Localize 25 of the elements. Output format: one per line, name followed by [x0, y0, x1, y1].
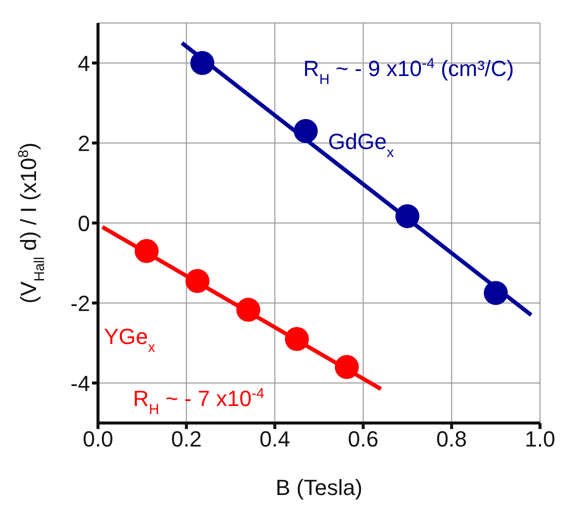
- y-tick-label: 0: [78, 210, 90, 236]
- annotation: R$_{H}$ ~ - 7 x10$^{-4}$: [133, 386, 264, 418]
- annotation: YGe$_{x}$: [104, 324, 156, 356]
- x-tick-label: 0.2: [171, 426, 202, 452]
- y-tick-label: -4: [70, 370, 90, 396]
- point: [284, 327, 309, 351]
- annotation: GdGe$_{x}$: [328, 129, 394, 161]
- y-tick-label: 4: [78, 50, 90, 76]
- x-tick-label: 1.0: [524, 426, 556, 452]
- x-tick-label: 0.8: [436, 426, 467, 452]
- x-tick-label: 0.0: [82, 426, 114, 452]
- y-tick-label: 2: [78, 130, 90, 156]
- x-tick-label: 0.4: [260, 426, 290, 452]
- point: [190, 51, 214, 75]
- point: [484, 281, 508, 305]
- point: [334, 355, 359, 379]
- x-tick-label: 0.6: [348, 426, 378, 452]
- point: [236, 298, 260, 322]
- point: [134, 239, 159, 263]
- annotation: R$_{H}$ ~ - 9 x10$^{-4}$ (cm³/C): [303, 56, 514, 88]
- point: [395, 204, 420, 228]
- point: [185, 269, 210, 293]
- x-axis-title: B (Tesla): [276, 475, 362, 500]
- y-tick-label: -2: [70, 290, 90, 316]
- point: [294, 119, 318, 143]
